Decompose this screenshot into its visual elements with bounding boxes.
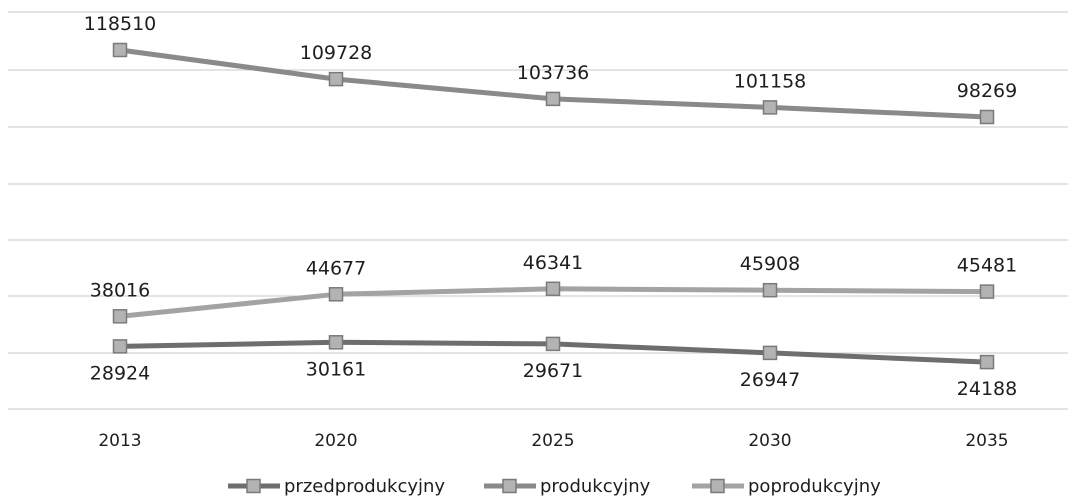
data-label-przedprodukcyjny-2035: 24188: [957, 378, 1017, 400]
data-label-poprodukcyjny-2013: 38016: [90, 279, 150, 301]
marker-przedprodukcyjny-2030: [762, 345, 778, 361]
legend-item-przedprodukcyjny: przedprodukcyjny: [228, 476, 445, 497]
legend-item-produkcyjny: produkcyjny: [484, 476, 651, 497]
marker-produkcyjny-2013: [112, 42, 128, 58]
legend-label-produkcyjny: produkcyjny: [540, 476, 651, 497]
legend-label-poprodukcyjny: poprodukcyjny: [748, 476, 881, 497]
x-tick-2013: 2013: [98, 431, 141, 451]
data-label-produkcyjny-2013: 118510: [84, 13, 157, 35]
data-label-produkcyjny-2025: 103736: [517, 62, 590, 84]
data-label-poprodukcyjny-2035: 45481: [957, 255, 1017, 277]
legend-swatch-marker-poprodukcyjny: [710, 478, 725, 494]
data-label-przedprodukcyjny-2025: 29671: [523, 360, 583, 382]
marker-poprodukcyjny-2030: [762, 282, 778, 298]
marker-produkcyjny-2020: [328, 71, 344, 87]
x-tick-2035: 2035: [965, 431, 1008, 451]
marker-poprodukcyjny-2035: [979, 284, 995, 299]
data-label-poprodukcyjny-2020: 44677: [306, 257, 366, 279]
marker-poprodukcyjny-2025: [545, 281, 561, 297]
marker-przedprodukcyjny-2020: [328, 335, 344, 350]
data-label-produkcyjny-2030: 101158: [734, 70, 807, 92]
legend-swatch-marker-produkcyjny: [502, 478, 517, 494]
legend-label-przedprodukcyjny: przedprodukcyjny: [284, 476, 445, 497]
legend: przedprodukcyjny produkcyjny poprodukcyjny: [228, 476, 881, 497]
marker-poprodukcyjny-2013: [112, 309, 128, 324]
data-label-przedprodukcyjny-2030: 26947: [740, 369, 800, 391]
marker-produkcyjny-2030: [762, 100, 778, 115]
data-label-produkcyjny-2020: 109728: [300, 42, 373, 64]
marker-produkcyjny-2025: [545, 91, 561, 107]
x-tick-2025: 2025: [531, 431, 574, 451]
marker-poprodukcyjny-2020: [328, 287, 344, 302]
data-label-przedprodukcyjny-2013: 28924: [90, 362, 150, 384]
marker-przedprodukcyjny-2025: [545, 336, 561, 352]
legend-swatch-marker-przedprodukcyjny: [246, 478, 261, 494]
x-tick-2030: 2030: [748, 431, 791, 451]
data-label-poprodukcyjny-2030: 45908: [740, 253, 800, 275]
marker-przedprodukcyjny-2013: [112, 339, 128, 354]
data-label-produkcyjny-2035: 98269: [957, 80, 1017, 102]
x-tick-2020: 2020: [314, 431, 357, 451]
data-label-przedprodukcyjny-2020: 30161: [306, 358, 366, 380]
x-axis-ticks: 2013 2020 2025 2030 2035: [98, 431, 1008, 451]
gridlines: [8, 11, 1068, 410]
marker-produkcyjny-2035: [979, 109, 995, 125]
data-labels: 28924 30161 29671 26947 24188 118510 109728 103…: [84, 13, 1017, 400]
series-markers: [112, 42, 995, 370]
data-label-poprodukcyjny-2025: 46341: [523, 252, 583, 274]
legend-item-poprodukcyjny: poprodukcyjny: [692, 476, 881, 497]
marker-przedprodukcyjny-2035: [979, 354, 995, 370]
